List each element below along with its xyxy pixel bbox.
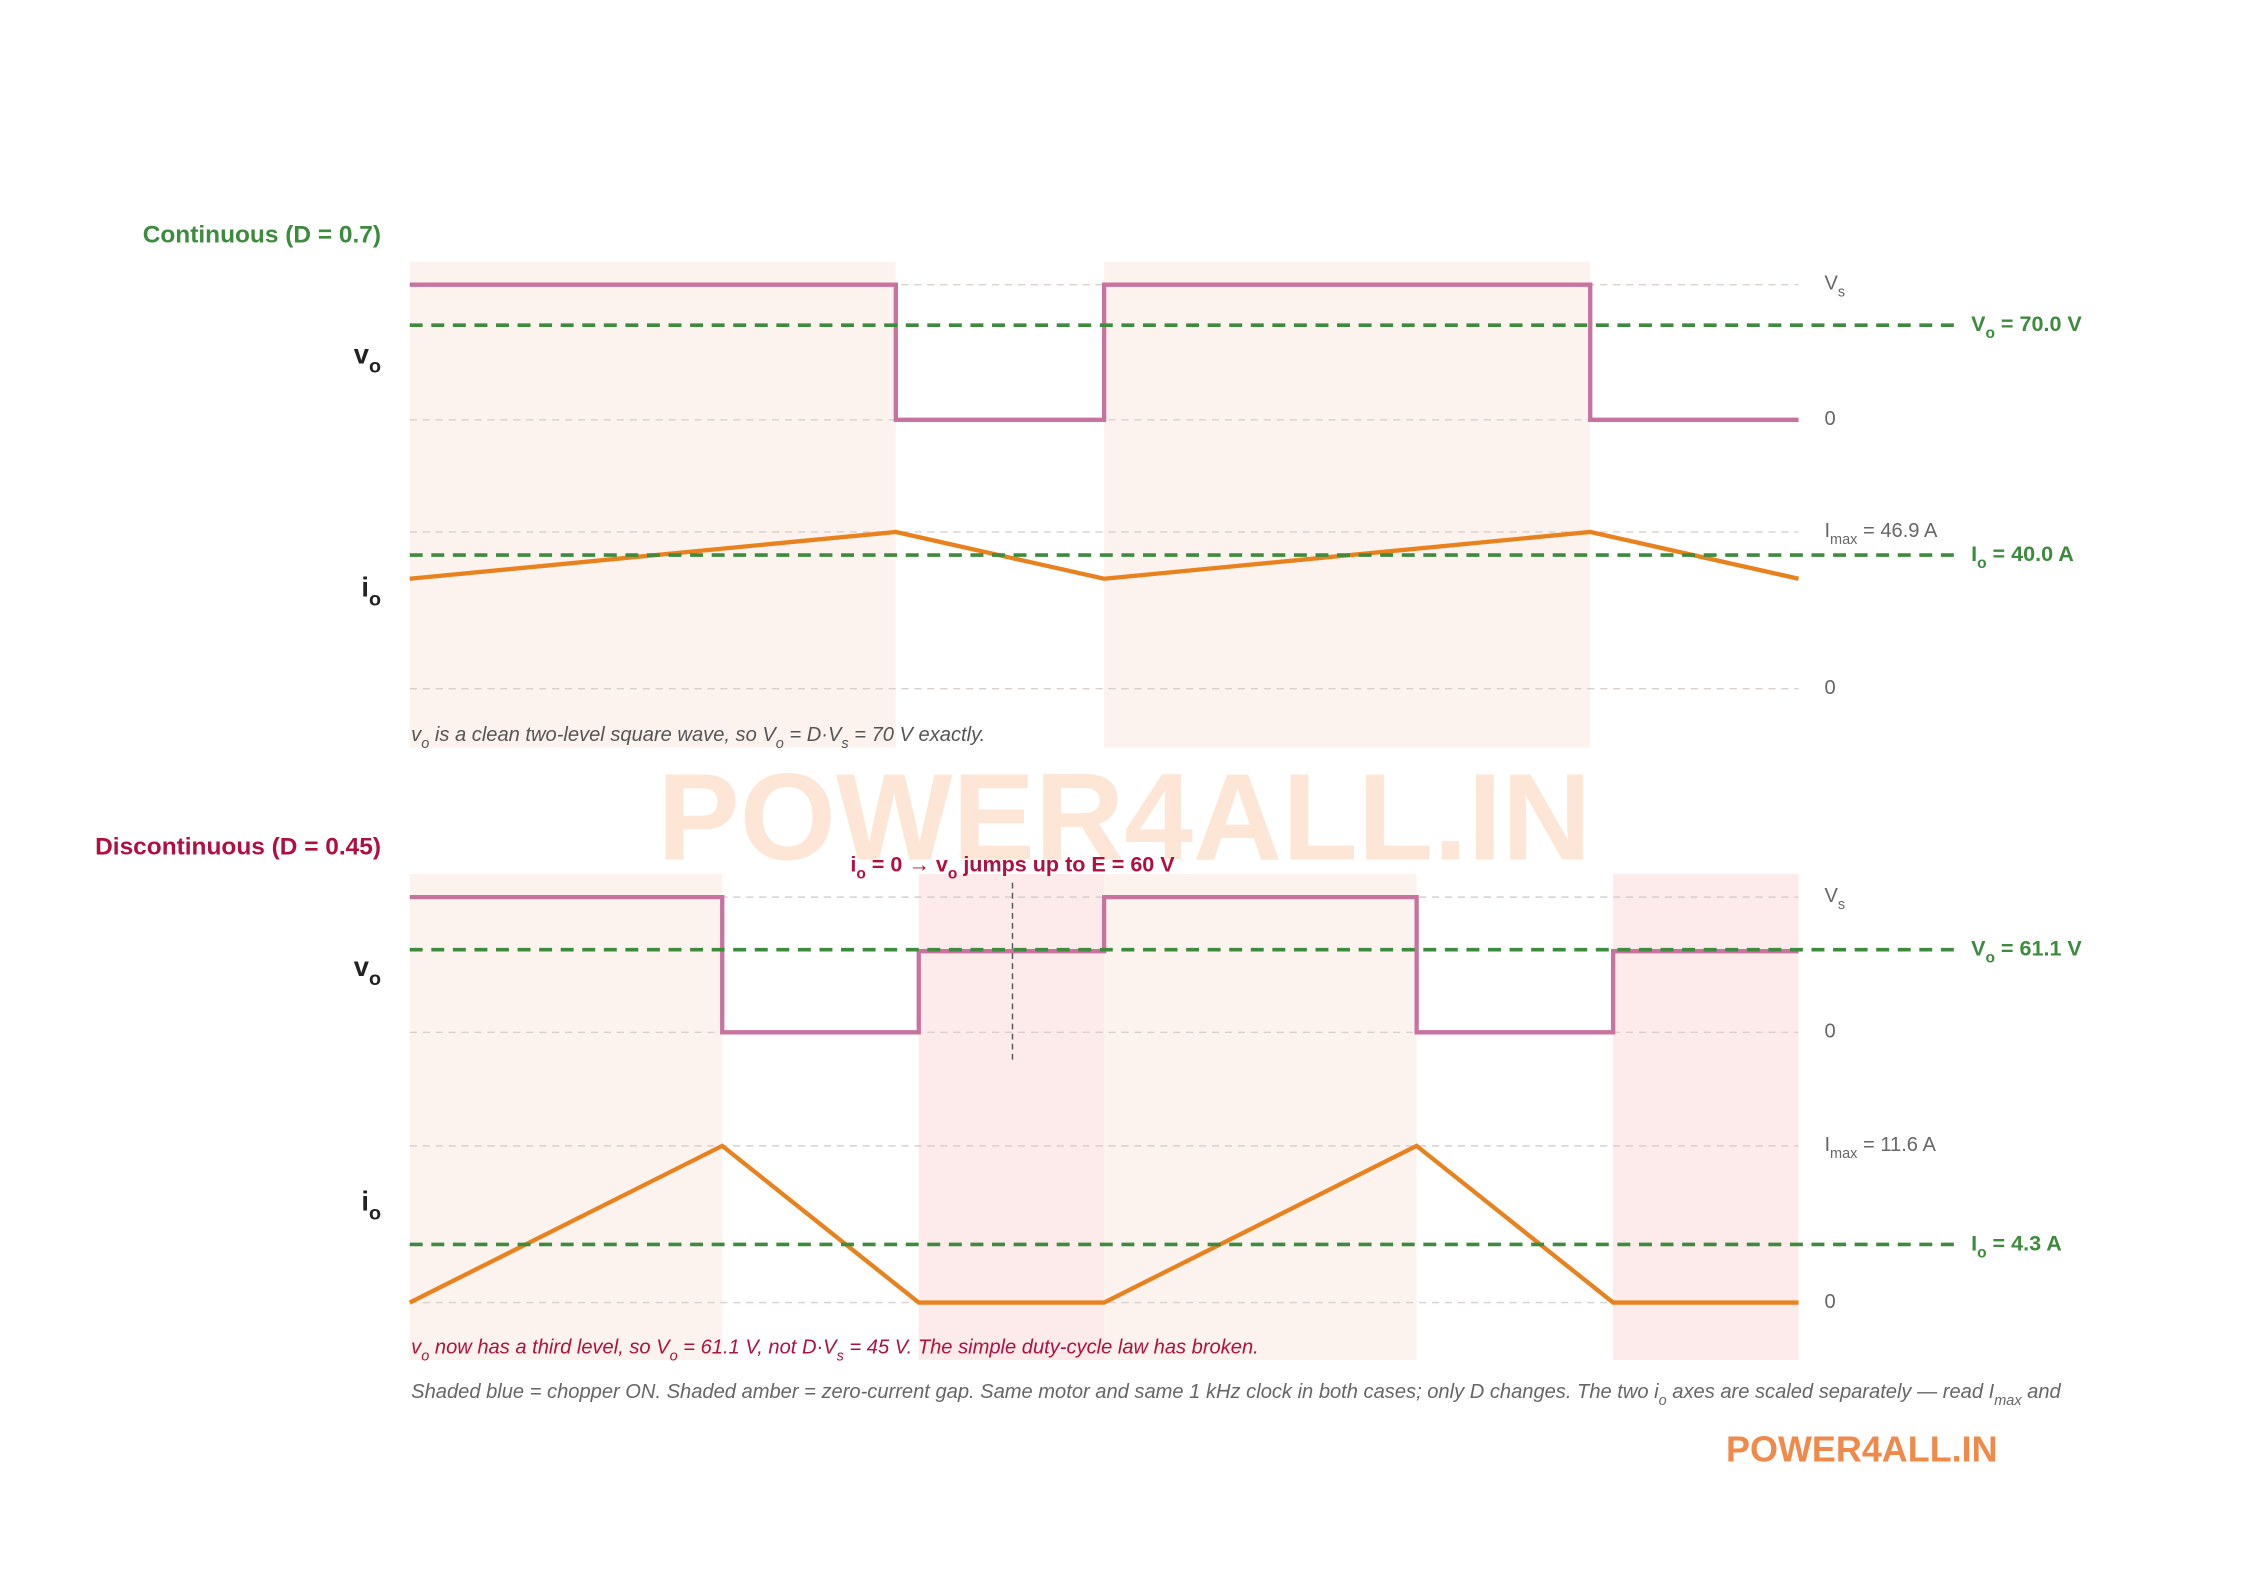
footer-logo: POWER4ALL.IN (1726, 1429, 1998, 1470)
subscript: o (1985, 325, 1994, 342)
reference-label: Vo = 70.0 V (1971, 311, 2082, 342)
axis-label: io (361, 572, 381, 611)
io-line (409, 529, 1800, 581)
subscript: o (369, 589, 381, 611)
y-tick-label: 0 (1824, 1291, 1835, 1313)
watermark: POWER4ALL.IN (657, 748, 1591, 886)
y-tick-label: 0 (1824, 1021, 1835, 1043)
subscript: o (421, 736, 429, 752)
subscript: s (1838, 897, 1845, 913)
text-part: = 4.3 A (1987, 1230, 2062, 1255)
reference-label: Io = 4.3 A (1971, 1230, 2062, 1261)
shading-on (1104, 874, 1417, 1361)
y-tick-label: Imax = 11.6 A (1824, 1134, 1936, 1162)
subscript: o (856, 865, 865, 882)
shading-gap (1613, 874, 1799, 1361)
axis-label: io (361, 1186, 381, 1225)
text-part: = 40.0 A (1987, 541, 2074, 566)
y-tick-label: Imax = 46.9 A (1824, 520, 1938, 548)
y-tick-label: 0 (1824, 408, 1835, 430)
text-part: = 11.6 A (1857, 1134, 1936, 1156)
subscript: max (1994, 1393, 2022, 1409)
text-part: = 45 V. The simple duty-cycle law has br… (844, 1337, 1259, 1359)
text-part: = D·V (784, 724, 843, 746)
text-part: I (1824, 520, 1830, 542)
subscript: o (948, 865, 957, 882)
text-part: V (1824, 273, 1838, 295)
text-part: v (411, 724, 423, 746)
subscript: o (369, 1203, 381, 1225)
text-part: is a clean two-level square wave, so V (429, 724, 777, 746)
text-part: = 0 → v (866, 851, 948, 876)
reference-label: Vo = 61.1 V (1971, 935, 2082, 966)
subscript: o (369, 968, 381, 990)
y-tick-label: Vs (1824, 885, 1845, 913)
text-part: V (1971, 935, 1986, 960)
axis-label: vo (354, 339, 381, 378)
subscript: s (837, 1348, 844, 1364)
shading-on (1104, 261, 1591, 748)
shading-on (409, 874, 723, 1361)
text-part: i (361, 1186, 369, 1217)
subscript: o (1985, 949, 1994, 966)
subscript: max (1830, 1146, 1858, 1162)
note: vo is a clean two-level square wave, so … (411, 724, 985, 752)
subscript: o (1659, 1393, 1667, 1409)
io-line (408, 1143, 1799, 1305)
text-part: v (411, 1337, 423, 1359)
text-part: V (1824, 885, 1838, 907)
shading-gap (918, 874, 1105, 1361)
vo-line (409, 282, 1799, 422)
text-part: now has a third level, so V (429, 1337, 671, 1359)
note: vo now has a third level, so Vo = 61.1 V… (411, 1337, 1259, 1365)
shading-on (409, 261, 896, 748)
subscript: max (1830, 532, 1858, 548)
y-tick-label: 0 (1824, 677, 1835, 699)
caption: Shaded blue = chopper ON. Shaded amber =… (411, 1381, 2061, 1409)
text-part: I (1971, 541, 1977, 566)
subscript: s (1838, 285, 1845, 301)
subscript: s (841, 736, 848, 752)
text-part: i (361, 572, 369, 603)
text-part: = 46.9 A (1857, 520, 1938, 542)
text-part: = 61.1 V (1995, 935, 2082, 960)
text-part: I (1971, 1230, 1977, 1255)
axis-label: vo (354, 951, 381, 990)
annotation: io = 0 → vo jumps up to E = 60 V (850, 851, 1175, 882)
panel-title: Discontinuous (D = 0.45) (95, 834, 381, 861)
subscript: o (1977, 555, 1986, 572)
subscript: o (421, 1348, 429, 1364)
text-part: Shaded blue = chopper ON. Shaded amber =… (411, 1381, 1659, 1403)
subscript: o (776, 736, 784, 752)
subscript: o (670, 1348, 678, 1364)
subscript: o (1977, 1244, 1986, 1261)
text-part: v (354, 951, 370, 982)
vo-line (409, 894, 1799, 1035)
text-part: and (2022, 1381, 2062, 1403)
reference-label: Io = 40.0 A (1971, 541, 2074, 572)
text-part: V (1971, 311, 1986, 336)
panel-title: Continuous (D = 0.7) (143, 221, 381, 248)
text-part: v (354, 339, 370, 370)
text-part: I (1824, 1134, 1830, 1156)
text-part: axes are scaled separately — read I (1667, 1381, 1995, 1403)
text-part: = 70.0 V (1995, 311, 2082, 336)
subscript: o (369, 356, 381, 378)
text-part: i (850, 851, 856, 876)
text-part: jumps up to E = 60 V (957, 851, 1175, 876)
text-part: = 61.1 V, not D·V (678, 1337, 838, 1359)
y-tick-label: Vs (1824, 273, 1845, 301)
text-part: = 70 V exactly. (849, 724, 986, 746)
